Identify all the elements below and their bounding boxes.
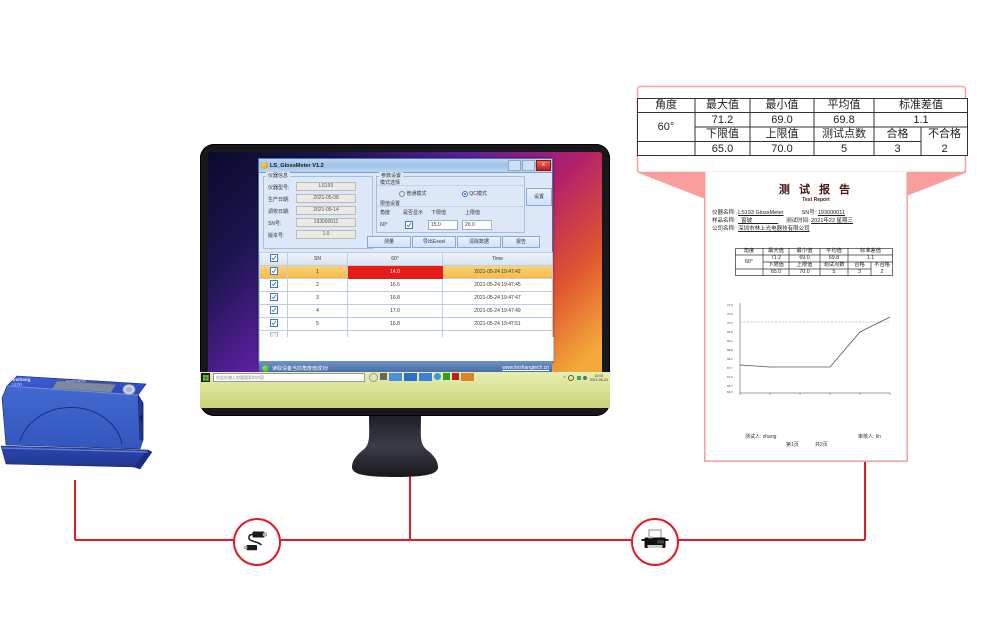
svg-text:68.1: 68.1	[727, 357, 733, 361]
svg-text:68.6: 68.6	[727, 348, 733, 352]
svg-text:1: 1	[769, 396, 771, 397]
svg-text:67.2: 67.2	[727, 375, 733, 379]
svg-text:67.7: 67.7	[727, 366, 733, 370]
svg-text:69.6: 69.6	[727, 330, 733, 334]
svg-text:69.1: 69.1	[727, 339, 733, 343]
svg-text:70.1: 70.1	[727, 321, 733, 325]
svg-text:Linshang: Linshang	[10, 377, 31, 382]
svg-text:3: 3	[828, 396, 830, 397]
svg-text:2: 2	[799, 396, 801, 397]
svg-text:GLOSS METER: GLOSS METER	[66, 379, 86, 383]
svg-text:70.5: 70.5	[727, 312, 733, 316]
svg-text:66.0: 66.0	[727, 390, 733, 394]
svg-text:71.0: 71.0	[727, 303, 733, 307]
svg-text:5: 5	[888, 396, 890, 397]
svg-text:4: 4	[858, 396, 860, 397]
svg-text:LS193: LS193	[12, 383, 22, 387]
svg-text:66.7: 66.7	[727, 384, 733, 388]
svg-text:0: 0	[739, 396, 741, 397]
